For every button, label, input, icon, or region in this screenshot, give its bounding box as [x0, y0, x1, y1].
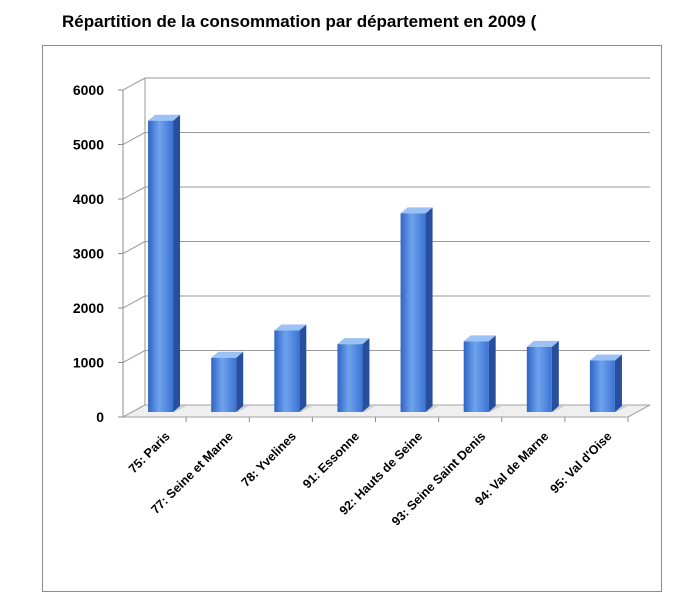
y-tick-label: 0 — [96, 409, 104, 425]
y-tick-label: 4000 — [73, 191, 104, 207]
bar-side — [551, 340, 559, 412]
bar — [463, 341, 489, 412]
bar — [400, 213, 426, 412]
gridline-depth — [122, 132, 146, 145]
bar-side — [614, 354, 622, 412]
bar-top — [274, 324, 307, 331]
bar-top — [337, 338, 370, 345]
y-tick-label: 6000 — [73, 82, 104, 98]
x-tick-label: 95: Val d'Oise — [548, 429, 615, 496]
y-tick-label: 2000 — [73, 300, 104, 316]
gridline-depth — [122, 350, 146, 363]
gridlines — [118, 77, 650, 418]
bar-top — [589, 354, 622, 361]
bar-top — [463, 335, 496, 342]
gridline-depth — [122, 241, 146, 254]
gridline-depth — [122, 186, 146, 200]
bar-top — [400, 207, 433, 214]
bar-side — [488, 335, 496, 412]
y-tick-label: 5000 — [73, 137, 104, 153]
bars — [148, 114, 628, 412]
chart-title: Répartition de la consommation par dépar… — [62, 12, 537, 31]
y-tick-label: 3000 — [73, 246, 104, 262]
bar-side — [236, 351, 244, 412]
bar — [274, 330, 300, 412]
axes — [122, 78, 651, 418]
bar-side — [299, 324, 307, 412]
bar — [526, 346, 552, 412]
bar-top — [526, 340, 559, 347]
bar-top — [148, 114, 181, 121]
chart-floor — [122, 404, 651, 418]
bar — [337, 344, 363, 412]
y-tick-label: 1000 — [73, 355, 104, 371]
bar — [211, 357, 237, 412]
x-tick-label: 75: Paris — [126, 429, 173, 476]
bar-top — [211, 351, 244, 358]
x-tick-label: 78: Yvelines — [239, 429, 299, 489]
y-axis-ticks: 0 1000 2000 3000 4000 5000 6000 — [73, 82, 104, 425]
bar-side — [362, 338, 370, 412]
bar-side — [425, 207, 433, 412]
bar — [148, 120, 174, 412]
x-tick-label: 91: Essonne — [300, 429, 362, 491]
gridline-depth — [122, 295, 146, 309]
bar — [589, 360, 615, 412]
gridline-depth — [122, 77, 146, 91]
bar-side — [173, 114, 181, 412]
